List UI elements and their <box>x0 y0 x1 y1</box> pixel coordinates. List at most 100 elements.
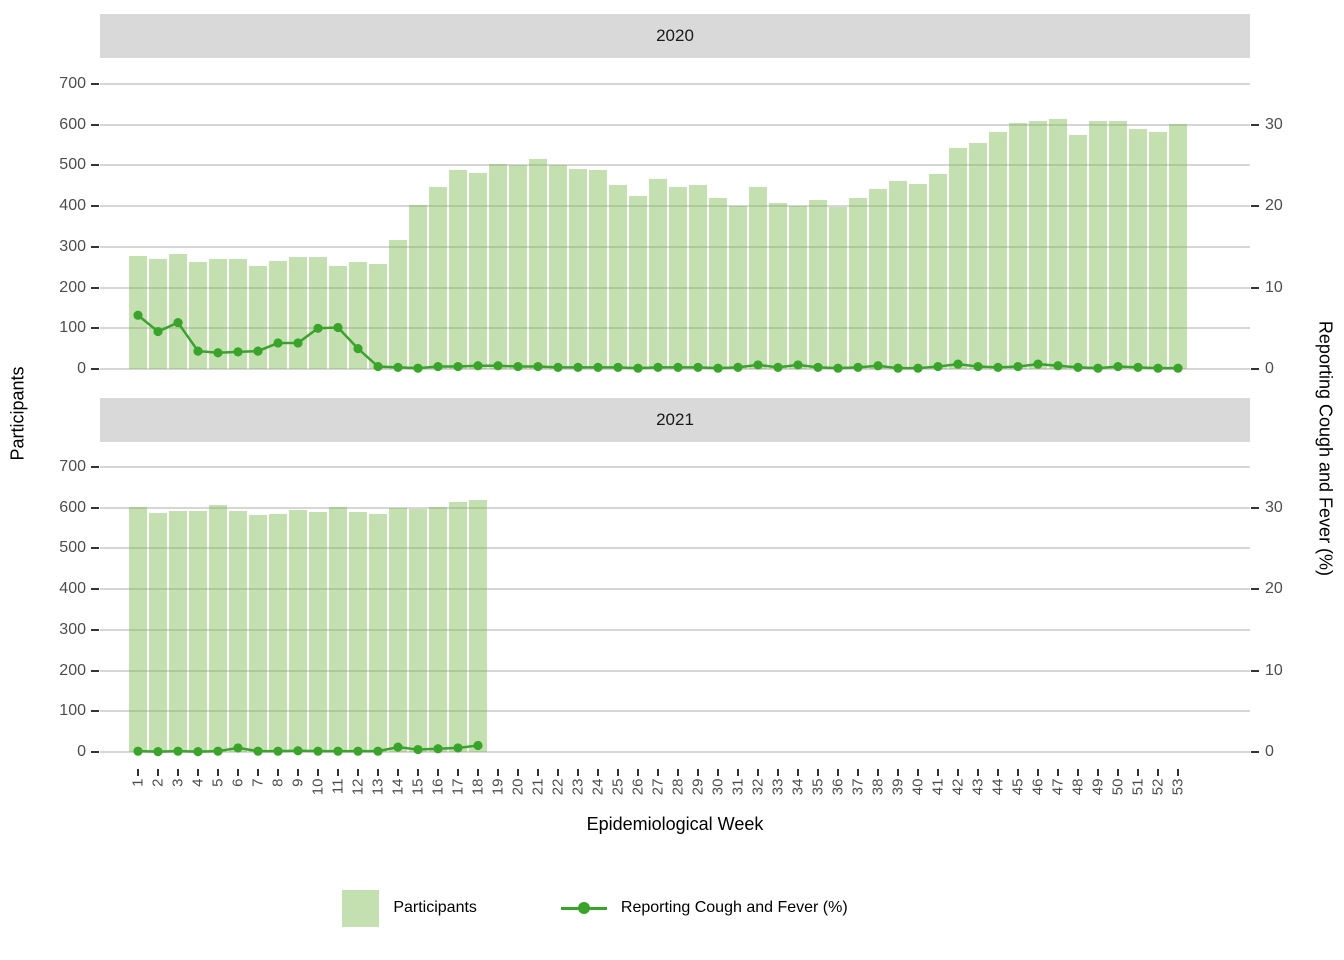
gridline-400 <box>100 205 1250 208</box>
bar-week-11 <box>329 507 347 752</box>
point-week-11 <box>333 322 343 333</box>
point-week-3 <box>173 317 183 328</box>
x-tick-12 <box>357 769 359 776</box>
point-week-8 <box>273 338 283 348</box>
bar-week-26 <box>629 195 647 369</box>
bar-week-33 <box>769 202 787 369</box>
y-tick-label-right-30: 30 <box>1265 498 1283 516</box>
x-tick-26 <box>637 769 639 776</box>
y-tick-label-left-100: 100 <box>59 319 86 337</box>
bar-week-25 <box>609 184 627 369</box>
gridline-100 <box>100 327 1250 330</box>
bar-week-45 <box>1009 123 1027 369</box>
y-tick-left-500 <box>91 164 99 167</box>
x-tick-label-10: 10 <box>309 778 327 796</box>
x-tick-label-33: 33 <box>769 778 787 796</box>
x-tick-label-45: 45 <box>1009 778 1027 796</box>
y-tick-right-0 <box>1251 368 1259 370</box>
x-tick-38 <box>877 769 879 776</box>
bar-week-17 <box>449 170 467 369</box>
bar-week-48 <box>1069 134 1087 369</box>
gridline-300 <box>100 245 1250 248</box>
x-tick-49 <box>1097 769 1099 776</box>
x-tick-label-42: 42 <box>949 778 967 796</box>
gridline-600 <box>100 506 1250 509</box>
x-tick-2 <box>157 769 159 776</box>
x-tick-label-49: 49 <box>1089 778 1107 796</box>
x-tick-label-34: 34 <box>789 778 807 796</box>
bar-week-16 <box>429 506 447 752</box>
x-tick-label-16: 16 <box>429 778 447 796</box>
bar-week-28 <box>669 187 687 369</box>
x-tick-label-9: 9 <box>289 778 307 787</box>
bar-week-3 <box>169 510 187 752</box>
bar-week-19 <box>489 164 507 369</box>
x-tick-9 <box>297 769 299 776</box>
point-week-27 <box>653 362 663 372</box>
y-tick-label-right-20: 20 <box>1265 580 1283 598</box>
point-week-10 <box>313 746 323 756</box>
point-week-5 <box>213 348 223 358</box>
bar-week-7 <box>249 515 267 752</box>
bar-week-50 <box>1109 121 1127 369</box>
x-tick-34 <box>797 769 799 776</box>
point-week-47 <box>1053 361 1063 371</box>
point-week-18 <box>473 361 483 371</box>
x-tick-label-44: 44 <box>989 778 1007 796</box>
x-tick-label-2: 2 <box>149 778 167 787</box>
x-tick-10 <box>317 769 319 776</box>
x-tick-label-19: 19 <box>489 778 507 796</box>
bar-week-52 <box>1149 132 1167 369</box>
y-tick-left-200 <box>91 286 99 289</box>
bar-week-51 <box>1129 129 1147 369</box>
point-week-6 <box>233 743 243 753</box>
y-tick-label-right-20: 20 <box>1265 197 1283 215</box>
x-tick-label-26: 26 <box>629 778 647 796</box>
bar-week-40 <box>909 183 927 369</box>
bar-week-5 <box>209 258 227 369</box>
x-tick-47 <box>1057 769 1059 776</box>
x-tick-15 <box>417 769 419 776</box>
x-tick-18 <box>477 769 479 776</box>
point-week-16 <box>433 744 443 754</box>
point-week-36 <box>833 363 843 373</box>
x-tick-52 <box>1157 769 1159 776</box>
legend-label: Participants <box>393 899 477 916</box>
x-tick-label-17: 17 <box>449 778 467 796</box>
point-week-26 <box>633 363 643 373</box>
panel-2020 <box>100 58 1250 385</box>
x-tick-40 <box>917 769 919 776</box>
bar-week-36 <box>829 206 847 369</box>
x-tick-label-25: 25 <box>609 778 627 796</box>
gridline-400 <box>100 588 1250 591</box>
bar-week-35 <box>809 200 827 369</box>
x-tick-label-52: 52 <box>1149 778 1167 796</box>
point-week-1 <box>133 746 143 756</box>
y-tick-right-30 <box>1251 506 1259 509</box>
y-tick-label-left-700: 700 <box>59 458 86 476</box>
x-tick-label-13: 13 <box>369 778 387 796</box>
bar-week-7 <box>249 266 267 369</box>
bar-week-24 <box>589 170 607 369</box>
x-tick-41 <box>937 769 939 776</box>
y-tick-right-30 <box>1251 123 1259 126</box>
point-week-19 <box>493 361 503 371</box>
bar-week-12 <box>349 511 367 752</box>
point-week-2 <box>153 326 163 337</box>
point-week-38 <box>873 361 883 371</box>
y-tick-left-100 <box>91 710 99 713</box>
y-tick-label-right-10: 10 <box>1265 278 1283 296</box>
point-week-46 <box>1033 359 1043 369</box>
y-tick-left-600 <box>91 123 99 126</box>
x-tick-label-32: 32 <box>749 778 767 796</box>
point-week-31 <box>733 362 743 372</box>
x-tick-30 <box>717 769 719 776</box>
x-tick-label-11: 11 <box>329 778 347 795</box>
point-week-22 <box>553 362 563 372</box>
x-tick-24 <box>597 769 599 776</box>
x-tick-28 <box>677 769 679 776</box>
x-tick-label-18: 18 <box>469 778 487 796</box>
point-week-17 <box>453 361 463 372</box>
x-tick-label-48: 48 <box>1069 778 1087 796</box>
bar-week-38 <box>869 188 887 369</box>
